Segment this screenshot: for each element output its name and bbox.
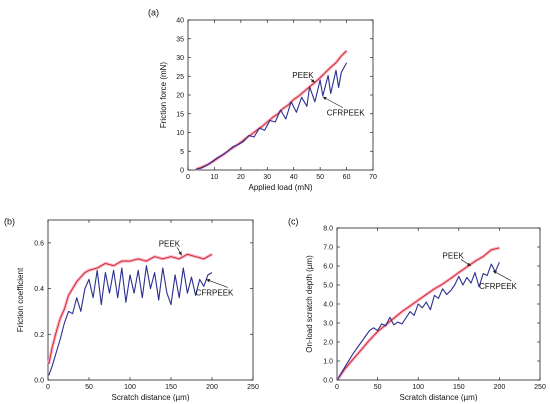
y-tick-label: 0.0 <box>34 378 44 385</box>
annotation-arrowhead <box>322 96 327 101</box>
y-tick-label: 5.0 <box>323 283 333 290</box>
series-halo-peek <box>195 49 348 171</box>
series-label-peek: PEEK <box>443 251 465 260</box>
y-tick-label: 4.0 <box>323 302 333 309</box>
series-line-cfrpeek <box>337 261 500 380</box>
x-tick-label: 100 <box>412 384 424 391</box>
x-tick-label: 0 <box>186 174 190 181</box>
annotation-pointer <box>206 279 228 288</box>
x-tick-label: 250 <box>534 384 546 391</box>
x-tick-label: 100 <box>124 384 136 391</box>
series-line-cfrpeek <box>48 265 213 376</box>
y-axis-title: On-load scratch depth (µm) <box>305 255 314 353</box>
y-tick-label: 40 <box>176 18 184 25</box>
y-tick-label: 0.4 <box>34 286 44 293</box>
y-axis-title: Friction coefficient <box>16 267 25 332</box>
plot-frame <box>336 227 541 381</box>
series-label-cfrpeek: CFRPEEK <box>196 288 234 297</box>
y-tick-label: 15 <box>176 111 184 118</box>
y-tick-label: 6.0 <box>323 264 333 271</box>
y-tick-label: 8.0 <box>323 226 333 233</box>
y-tick-label: 5 <box>180 149 184 156</box>
series-label-peek: PEEK <box>159 239 181 248</box>
x-tick-label: 200 <box>206 384 218 391</box>
y-tick-label: 0.6 <box>34 240 44 247</box>
annotation-arrowhead <box>310 78 315 83</box>
y-axis-title: Friction force (mN) <box>159 62 168 129</box>
series-label-peek: PEEK <box>292 71 314 80</box>
x-tick-label: 200 <box>494 384 506 391</box>
chart-panel-a: (a) 0 10 20 30 40 50 60 70 0 5 10 15 20 25 30 35 40 Applie… <box>148 7 377 192</box>
x-tick-label: 70 <box>369 174 377 181</box>
annotation-arrowhead <box>467 262 471 266</box>
y-tick-label: 20 <box>176 93 184 100</box>
series-line-peek <box>337 247 500 380</box>
chart-panel-b: (b) 0 50 100 150 200 250 0.0 0.2 0.4 0.6 Scratch di… <box>4 216 259 402</box>
y-tick-label: 7.0 <box>323 245 333 252</box>
x-tick-label: 50 <box>374 384 382 391</box>
annotation-arrowhead <box>206 279 211 283</box>
y-tick-label: 0.0 <box>323 378 333 385</box>
plot-frame <box>187 19 374 171</box>
annotation-arrowhead <box>178 251 182 256</box>
panel-label: (a) <box>148 7 159 17</box>
panel-label: (b) <box>4 216 15 226</box>
x-axis-title: Scratch distance (µm) <box>400 393 478 402</box>
y-tick-label: 2.0 <box>323 340 333 347</box>
x-tick-label: 150 <box>165 384 177 391</box>
x-tick-label: 60 <box>343 174 351 181</box>
annotation-arrowhead <box>492 270 497 275</box>
x-tick-label: 0 <box>335 384 339 391</box>
x-tick-label: 50 <box>316 174 324 181</box>
plot-frame <box>47 219 254 381</box>
x-tick-label: 250 <box>247 384 259 391</box>
x-tick-label: 10 <box>211 174 219 181</box>
x-axis-title: Scratch distance (µm) <box>112 393 190 402</box>
y-tick-label: 10 <box>176 130 184 137</box>
chart-panel-c: (c) 0 50 100 150 200 250 0.0 1.0 2.0 3.0 4.0 5.0 6.0 7… <box>288 216 546 402</box>
y-tick-label: 30 <box>176 55 184 62</box>
y-tick-label: 35 <box>176 36 184 43</box>
y-tick-label: 25 <box>176 74 184 81</box>
series-label-cfrpeek: CFRPEEK <box>479 282 517 291</box>
series-label-cfrpeek: CFRPEEK <box>327 109 365 118</box>
x-tick-label: 40 <box>290 174 298 181</box>
y-tick-label: 3.0 <box>323 321 333 328</box>
y-tick-label: 0 <box>180 168 184 175</box>
x-tick-label: 50 <box>85 384 93 391</box>
series-line-cfrpeek <box>195 62 348 170</box>
x-tick-label: 150 <box>453 384 465 391</box>
series-line-peek <box>48 253 213 365</box>
series-halo-peek <box>336 246 500 381</box>
x-axis-title: Applied load (mN) <box>248 183 312 192</box>
x-tick-label: 0 <box>46 384 50 391</box>
series-line-peek <box>195 50 347 170</box>
x-tick-label: 30 <box>263 174 271 181</box>
panel-label: (c) <box>288 216 299 226</box>
y-tick-label: 1.0 <box>323 359 333 366</box>
x-tick-label: 20 <box>237 174 245 181</box>
y-tick-label: 0.2 <box>34 332 44 339</box>
annotation-pointer <box>322 96 344 108</box>
